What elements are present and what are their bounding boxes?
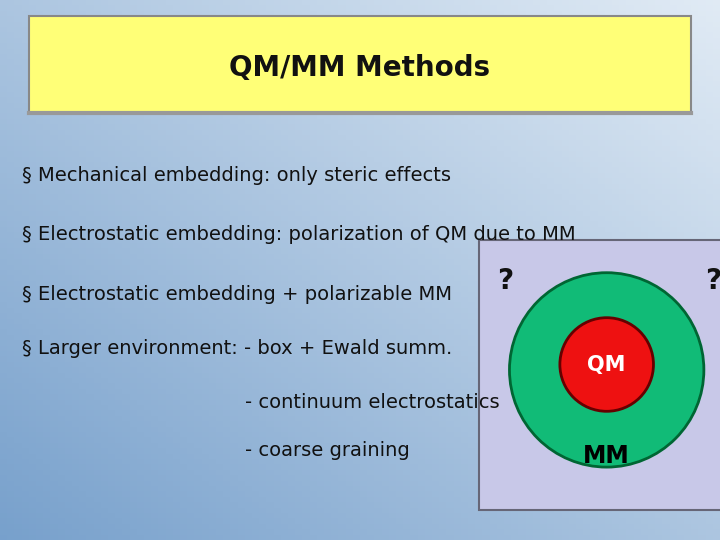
FancyBboxPatch shape xyxy=(479,240,720,510)
Text: MM: MM xyxy=(583,444,630,468)
Text: § Larger environment: - box + Ewald summ.: § Larger environment: - box + Ewald summ… xyxy=(22,339,452,358)
FancyBboxPatch shape xyxy=(29,16,691,113)
Text: QM/MM Methods: QM/MM Methods xyxy=(230,53,490,82)
Ellipse shape xyxy=(560,318,654,411)
Text: § Electrostatic embedding: polarization of QM due to MM: § Electrostatic embedding: polarization … xyxy=(22,225,575,245)
Ellipse shape xyxy=(510,273,704,467)
Text: ?: ? xyxy=(705,267,720,295)
Text: § Electrostatic embedding + polarizable MM: § Electrostatic embedding + polarizable … xyxy=(22,285,451,304)
Text: § Mechanical embedding: only steric effects: § Mechanical embedding: only steric effe… xyxy=(22,166,451,185)
Text: QM: QM xyxy=(588,354,626,375)
Text: - coarse graining: - coarse graining xyxy=(245,441,410,461)
Text: - continuum electrostatics: - continuum electrostatics xyxy=(245,393,500,412)
Text: ?: ? xyxy=(498,267,513,295)
